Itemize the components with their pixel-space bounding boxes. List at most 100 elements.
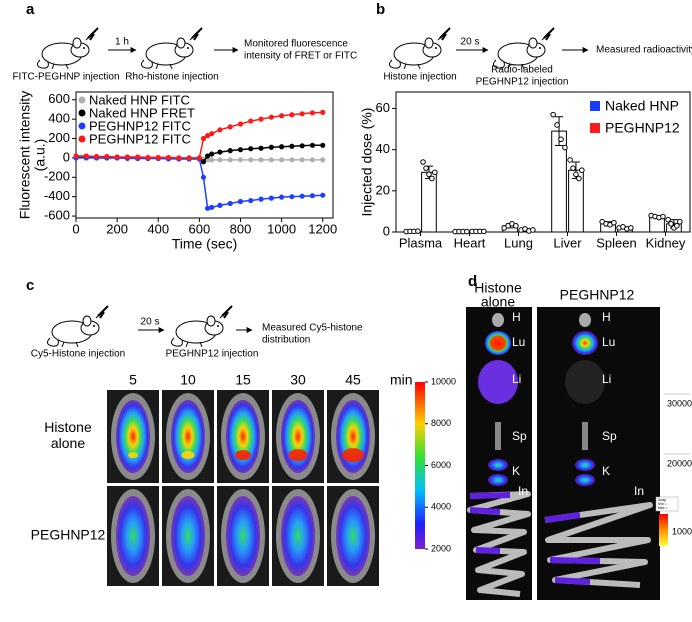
data-point <box>576 175 582 182</box>
data-point <box>209 204 215 210</box>
organ-label: H <box>512 310 521 324</box>
data-point <box>562 144 568 151</box>
time-unit: min <box>390 372 413 388</box>
data-point <box>320 109 326 115</box>
data-point <box>309 142 316 148</box>
data-point <box>279 194 285 200</box>
y-tick-label: 600 <box>48 91 70 106</box>
intestine <box>467 491 531 597</box>
data-point <box>423 165 429 171</box>
organ-liver <box>565 360 605 404</box>
data-point <box>248 197 254 204</box>
data-point <box>165 154 172 161</box>
scale-label: 10000 <box>672 526 692 536</box>
data-point <box>135 154 141 160</box>
data-point <box>227 200 233 207</box>
signal <box>116 400 150 473</box>
time-label: 5 <box>129 372 137 388</box>
column-header: Histone <box>474 280 522 296</box>
step: Histone injection <box>383 72 456 83</box>
legend-label: PEGHNP12 FITC <box>89 131 191 146</box>
data-point <box>665 216 671 223</box>
y-tick-label: -200 <box>44 169 70 184</box>
data-point <box>227 124 233 130</box>
x-tick-label: 600 <box>189 221 211 236</box>
data-point <box>309 110 316 116</box>
legend-swatch <box>590 123 600 133</box>
hotspot <box>288 449 308 462</box>
step: PEGHNP12 injection <box>166 349 259 360</box>
legend-label: Naked HNP FITC <box>89 92 190 107</box>
step: Radio-labeled <box>491 65 553 76</box>
series-line <box>76 157 323 210</box>
time-label: 15 <box>235 372 251 388</box>
signal <box>171 400 205 473</box>
hotspot <box>128 452 138 459</box>
data-point <box>570 165 576 171</box>
row-label: PEGHNP12 <box>31 527 106 543</box>
step: FITC-PEGHNP injection <box>12 72 119 83</box>
data-point <box>237 147 244 153</box>
organ-lung <box>572 331 598 355</box>
data-point <box>299 111 305 117</box>
snap-box <box>655 496 679 512</box>
data-point <box>289 112 295 118</box>
column-header: alone <box>481 294 515 310</box>
data-point <box>289 194 295 200</box>
data-point <box>268 114 274 120</box>
result: Measured radioactivity <box>596 45 692 56</box>
data-point <box>104 153 110 160</box>
organ-label: K <box>512 464 520 478</box>
data-point <box>320 192 326 198</box>
snap-text: Max = <box>658 506 668 510</box>
mouse-icon <box>46 305 109 348</box>
step: Cy5-Histone injection <box>31 349 126 360</box>
result: Measured Cy5-histone <box>262 323 363 334</box>
data-point <box>227 148 233 154</box>
snap-text: Min = <box>658 502 667 506</box>
data-point <box>268 157 274 163</box>
y-axis-title: Injected dose (%) <box>359 108 375 217</box>
data-point <box>217 149 223 155</box>
scale-label: 30000 <box>667 398 692 408</box>
organ-label: H <box>602 310 611 324</box>
panel-label: d <box>468 273 477 290</box>
x-tick-label: 1000 <box>267 221 296 236</box>
intestine <box>544 502 653 588</box>
data-point <box>200 159 207 165</box>
data-point <box>83 153 89 159</box>
legend-marker <box>78 96 86 104</box>
legend-label: PEGHNP12 <box>605 120 680 136</box>
snap-text: Snap <box>658 498 666 502</box>
data-point <box>237 198 244 205</box>
data-point <box>258 196 264 202</box>
intestine-signal <box>469 492 511 554</box>
organ-kidney <box>488 459 508 471</box>
organ-kidney <box>575 459 595 471</box>
panel-label: b <box>376 1 385 18</box>
panel-label: a <box>26 1 35 18</box>
signal <box>226 496 260 576</box>
data-point <box>415 228 421 234</box>
data-point <box>217 157 223 163</box>
legend-marker <box>78 109 86 117</box>
row-label: alone <box>51 435 85 451</box>
legend-swatch <box>590 101 600 111</box>
data-point <box>186 155 192 161</box>
organ-label: Sp <box>512 429 527 443</box>
y-tick-label: 200 <box>48 130 70 145</box>
signal <box>226 400 260 473</box>
row-label: Histone <box>44 419 92 435</box>
y-tick-label: -600 <box>44 207 70 222</box>
data-point <box>145 154 151 161</box>
signal <box>116 496 150 576</box>
colorbar-label: 6000 <box>431 460 451 470</box>
panel-label: c <box>26 277 34 294</box>
y-axis-title: (a.u.) <box>32 139 48 172</box>
organ-label: In <box>518 484 528 498</box>
legend-marker <box>78 122 86 130</box>
x-tick-label: 800 <box>230 221 252 236</box>
x-tick-label: 400 <box>147 221 169 236</box>
x-tick-label: Plasma <box>399 235 443 250</box>
mouse-icon <box>140 27 203 70</box>
